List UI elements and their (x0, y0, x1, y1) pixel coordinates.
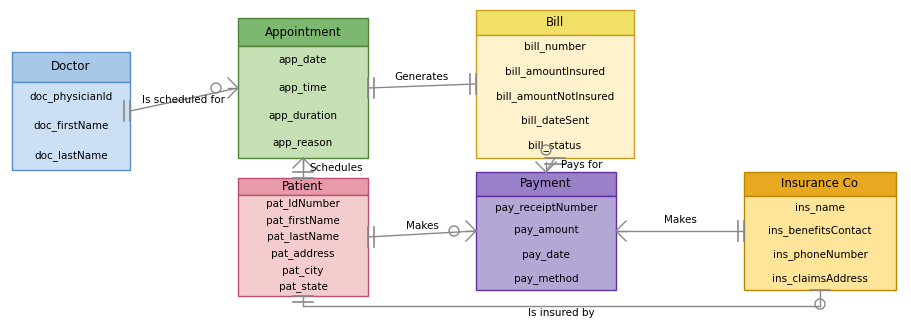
Text: pat_address: pat_address (271, 248, 334, 259)
Bar (238, 18, 368, 46)
Bar (238, 178, 368, 195)
Text: bill_amountInsured: bill_amountInsured (505, 66, 604, 77)
Text: pat_city: pat_city (282, 265, 323, 276)
Text: ins_name: ins_name (794, 202, 844, 213)
Text: pat_lastName: pat_lastName (267, 232, 339, 242)
Text: pat_IdNumber: pat_IdNumber (266, 198, 340, 209)
Text: doc_firstName: doc_firstName (34, 120, 108, 131)
Bar (12, 81, 130, 170)
Text: Schedules: Schedules (309, 163, 362, 173)
Bar (743, 172, 895, 195)
Text: Insurance Co: Insurance Co (781, 177, 857, 190)
Text: Makes: Makes (663, 215, 696, 225)
Bar (238, 46, 368, 158)
Text: pat_state: pat_state (278, 282, 327, 293)
Text: app_date: app_date (279, 54, 327, 65)
Bar (476, 35, 633, 158)
Text: Payment: Payment (519, 177, 571, 190)
Bar (476, 195, 615, 290)
Text: Bill: Bill (546, 16, 564, 29)
Text: bill_number: bill_number (524, 42, 585, 52)
Text: Appointment: Appointment (264, 25, 341, 39)
Text: app_reason: app_reason (272, 139, 333, 149)
Bar (12, 52, 130, 81)
Text: bill_amountNotInsured: bill_amountNotInsured (496, 91, 613, 102)
Text: pat_firstName: pat_firstName (266, 215, 340, 226)
Text: app_time: app_time (279, 82, 327, 93)
Text: Pays for: Pays for (560, 160, 602, 170)
Text: Patient: Patient (282, 180, 323, 193)
Text: pay_date: pay_date (521, 249, 569, 260)
Text: ins_phoneNumber: ins_phoneNumber (772, 249, 866, 260)
Bar (476, 10, 633, 35)
Text: Makes: Makes (405, 221, 438, 231)
Text: app_duration: app_duration (268, 110, 337, 121)
Bar (476, 172, 615, 195)
Text: Generates: Generates (394, 72, 448, 82)
Text: Is insured by: Is insured by (527, 308, 594, 318)
Text: ins_benefitsContact: ins_benefitsContact (767, 225, 871, 236)
Bar (238, 195, 368, 296)
Text: pay_amount: pay_amount (513, 226, 578, 236)
Text: ins_claimsAddress: ins_claimsAddress (772, 273, 867, 284)
Text: Doctor: Doctor (51, 60, 91, 73)
Text: Is scheduled for: Is scheduled for (142, 95, 225, 105)
Text: bill_status: bill_status (527, 140, 581, 151)
Bar (743, 195, 895, 290)
Text: pay_receiptNumber: pay_receiptNumber (494, 202, 597, 213)
Text: doc_physicianId: doc_physicianId (29, 91, 112, 102)
Text: pay_method: pay_method (513, 273, 578, 284)
Text: doc_lastName: doc_lastName (34, 150, 107, 161)
Text: bill_dateSent: bill_dateSent (520, 116, 589, 127)
